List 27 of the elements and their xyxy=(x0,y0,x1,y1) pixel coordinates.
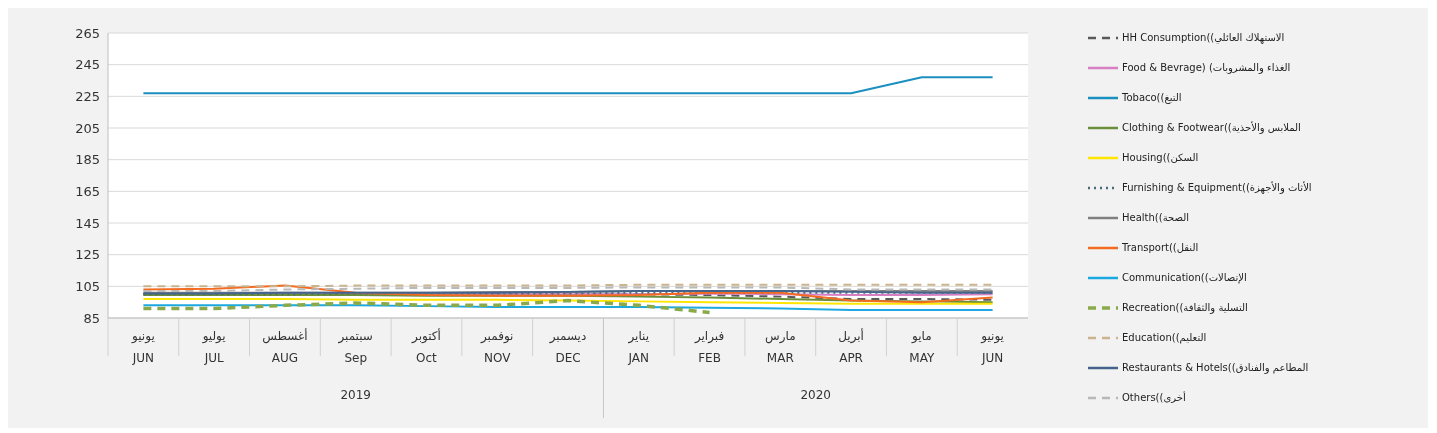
y-tick-label: 165 xyxy=(75,183,100,199)
legend-label: Restaurants & Hotels((المطاعم والفنادق xyxy=(1122,362,1309,373)
legend-label: Communication((الإتصالات xyxy=(1122,272,1247,283)
legend-label: HH Consumption((الاستهلاك العائلي xyxy=(1122,32,1285,43)
y-tick-label: 265 xyxy=(75,25,100,41)
text: 2019 xyxy=(339,388,372,402)
text: 2020 xyxy=(799,388,832,402)
line-series xyxy=(142,284,994,304)
legend-label: Recreation((التسلية والثقافة xyxy=(1122,302,1248,313)
line-series xyxy=(141,298,712,315)
legend-label: Education((التعليم xyxy=(1122,332,1207,343)
y-tick-label: 125 xyxy=(75,247,100,263)
y-tick-label: 85 xyxy=(83,310,100,326)
legend-label: Transport((النقل xyxy=(1122,242,1199,253)
y-tick-label: 185 xyxy=(75,152,100,168)
legend-label: Clothing & Footwear((الملابس والأحذية xyxy=(1122,122,1301,133)
y-tick-label: 145 xyxy=(75,215,100,231)
legend-label: Housing((السكن xyxy=(1122,152,1199,163)
legend-label: Furnishing & Equipment((الأثاث والأجهزة xyxy=(1122,182,1312,193)
y-tick-label: 205 xyxy=(75,120,100,136)
y-tick-label: 105 xyxy=(75,278,100,294)
y-tick-label: 245 xyxy=(75,57,100,73)
y-tick-label: 225 xyxy=(75,88,100,104)
legend-label: Food & Bevrage) (الغذاء والمشروبات xyxy=(1122,62,1291,73)
legend-label: Health((الصحة xyxy=(1122,212,1189,223)
legend-label: Others((أخرى xyxy=(1122,392,1186,403)
legend-label: Tobaco((التبغ xyxy=(1122,92,1182,103)
